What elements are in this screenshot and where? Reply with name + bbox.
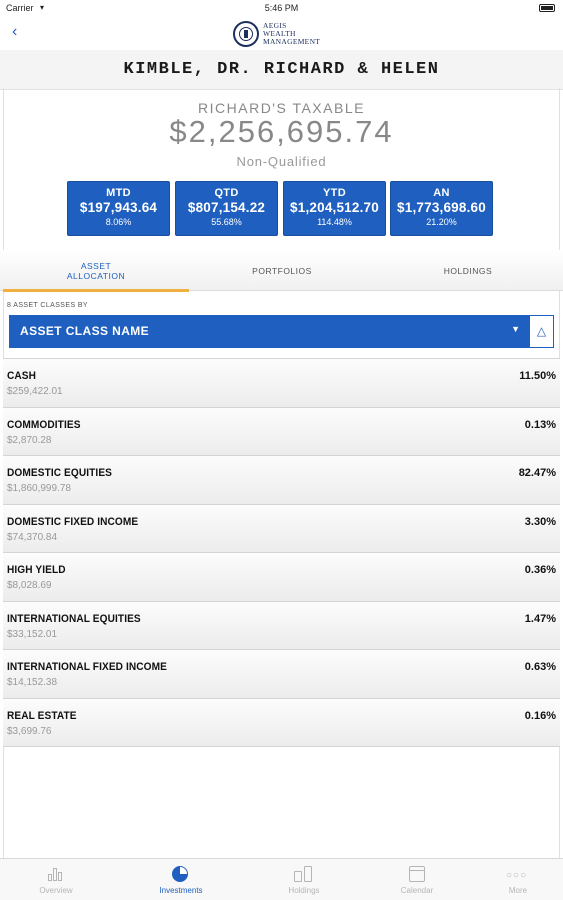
list-item[interactable]: DOMESTIC FIXED INCOME $74,370.84 3.30% (3, 503, 560, 552)
sort-toggle-button[interactable]: △ (529, 315, 554, 348)
return-box-an[interactable]: AN $1,773,698.60 21.20% (390, 181, 493, 236)
asset-class-percent: 11.50% (519, 370, 556, 382)
return-percent: 8.06% (105, 217, 132, 227)
battery-icon (539, 4, 555, 12)
bar-chart-icon (0, 865, 112, 883)
tab-calendar[interactable]: Calendar (361, 859, 473, 900)
asset-class-list: CASH $259,422.01 11.50% COMMODITIES $2,8… (3, 358, 560, 746)
tab-bar-label: Investments (159, 886, 203, 895)
tab-bar-label: Calendar (400, 886, 434, 895)
tab-asset-allocation[interactable]: ASSET ALLOCATION (3, 250, 189, 292)
return-percent: 114.48% (317, 217, 352, 227)
wifi-icon: ▾ (40, 3, 45, 12)
logo-line-1: AEGIS (263, 21, 287, 30)
calendar-icon (361, 865, 473, 883)
list-item[interactable]: DOMESTIC EQUITIES $1,860,999.78 82.47% (3, 455, 560, 504)
asset-class-name: DOMESTIC EQUITIES (7, 467, 113, 479)
coins-icon (248, 865, 360, 883)
asset-class-name: COMMODITIES (7, 418, 81, 431)
asset-class-count-label: 8 ASSET CLASSES BY (7, 302, 88, 309)
asset-class-amount: $259,422.01 (7, 386, 63, 397)
return-box-mtd[interactable]: MTD $197,943.64 8.06% (67, 181, 170, 236)
account-name: RICHARD'S TAXABLE (198, 100, 365, 116)
return-amount: $1,204,512.70 (290, 200, 379, 215)
asset-class-percent: 0.63% (524, 661, 556, 673)
list-item[interactable]: REAL ESTATE $3,699.76 0.16% (3, 697, 560, 746)
return-amount: $1,773,698.60 (397, 200, 486, 215)
return-label: AN (433, 187, 450, 199)
list-item[interactable]: COMMODITIES $2,870.28 0.13% (3, 406, 560, 455)
chevron-up-icon: △ (536, 324, 547, 338)
list-item[interactable]: CASH $259,422.01 11.50% (3, 358, 560, 407)
returns-row: MTD $197,943.64 8.06% QTD $807,154.22 55… (67, 181, 493, 237)
return-percent: 55.68% (211, 217, 242, 227)
status-bar: Carrier ▾ 5:46 PM (0, 0, 563, 18)
asset-class-percent: 0.13% (524, 418, 556, 431)
tab-overview[interactable]: Overview (0, 859, 112, 900)
nav-bar: ‹ AEGIS WEALTH MANAGEMENT (0, 18, 563, 50)
section-tabs: ASSET ALLOCATION PORTFOLIOS HOLDINGS (0, 250, 563, 292)
tab-bar-label: Overview (39, 886, 73, 895)
tab-bar-label: More (508, 886, 528, 895)
pie-chart-icon (125, 865, 237, 883)
asset-class-name: INTERNATIONAL EQUITIES (7, 612, 141, 625)
seal-icon (233, 21, 259, 47)
carrier-label: Carrier (6, 3, 34, 13)
chevron-left-icon: ‹ (12, 23, 18, 40)
client-header: KIMBLE, DR. RICHARD & HELEN (0, 50, 563, 90)
account-value: $2,256,695.74 (169, 114, 394, 149)
group-by-value: ASSET CLASS NAME (20, 324, 150, 338)
return-amount: $197,943.64 (79, 200, 158, 215)
more-icon: ○○○ (506, 870, 528, 881)
asset-class-amount: $74,370.84 (7, 531, 58, 543)
logo-line-3: MANAGEMENT (263, 37, 321, 46)
asset-class-amount: $33,152.01 (7, 628, 58, 640)
aegis-logo: AEGIS WEALTH MANAGEMENT (233, 19, 320, 49)
logo-text: AEGIS WEALTH MANAGEMENT (263, 22, 320, 46)
asset-class-amount: $8,028.69 (7, 580, 52, 591)
asset-class-percent: 0.16% (524, 709, 556, 722)
return-box-ytd[interactable]: YTD $1,204,512.70 114.48% (283, 181, 386, 236)
tab-investments[interactable]: Investments (125, 859, 237, 900)
asset-class-name: INTERNATIONAL FIXED INCOME (7, 661, 168, 673)
tab-more[interactable]: ○○○ More (462, 859, 563, 900)
tab-holdings-bottom[interactable]: Holdings (248, 859, 360, 900)
asset-class-name: REAL ESTATE (7, 709, 77, 722)
asset-class-name: DOMESTIC FIXED INCOME (7, 515, 139, 528)
asset-class-amount: $2,870.28 (7, 434, 52, 446)
asset-class-percent: 82.47% (518, 467, 556, 479)
client-name: KIMBLE, DR. RICHARD & HELEN (123, 60, 440, 79)
asset-class-name: HIGH YIELD (7, 564, 66, 576)
list-item[interactable]: INTERNATIONAL FIXED INCOME $14,152.38 0.… (3, 649, 560, 698)
bottom-tab-bar: Overview Investments Holdings Calendar ○… (0, 858, 563, 900)
group-by-select[interactable]: ASSET CLASS NAME ▼ (9, 315, 529, 348)
return-label: MTD (106, 187, 131, 199)
return-box-qtd[interactable]: QTD $807,154.22 55.68% (175, 181, 278, 236)
list-divider (3, 746, 560, 747)
asset-class-percent: 0.36% (524, 564, 556, 576)
tab-label: PORTFOLIOS (252, 265, 312, 276)
asset-class-amount: $3,699.76 (7, 725, 52, 737)
return-amount: $807,154.22 (187, 200, 266, 215)
tab-label: HOLDINGS (443, 265, 493, 276)
return-label: QTD (214, 187, 239, 199)
caret-down-icon: ▼ (511, 324, 520, 334)
asset-class-amount: $14,152.38 (7, 677, 58, 688)
tab-holdings[interactable]: HOLDINGS (375, 250, 561, 291)
list-item[interactable]: INTERNATIONAL EQUITIES $33,152.01 1.47% (3, 600, 560, 649)
asset-class-percent: 3.30% (524, 515, 556, 528)
list-item[interactable]: HIGH YIELD $8,028.69 0.36% (3, 552, 560, 601)
status-time: 5:46 PM (264, 3, 299, 13)
asset-class-name: CASH (7, 370, 37, 382)
asset-class-percent: 1.47% (524, 612, 556, 625)
return-label: YTD (323, 187, 346, 199)
tab-label: ASSET ALLOCATION (66, 260, 126, 281)
return-percent: 21.20% (426, 217, 457, 227)
back-button[interactable]: ‹ (12, 23, 17, 41)
logo-line-2: WEALTH (263, 29, 296, 38)
tab-portfolios[interactable]: PORTFOLIOS (189, 250, 375, 291)
tab-bar-label: Holdings (288, 886, 320, 895)
account-type: Non-Qualified (236, 154, 327, 169)
asset-class-amount: $1,860,999.78 (7, 483, 71, 494)
